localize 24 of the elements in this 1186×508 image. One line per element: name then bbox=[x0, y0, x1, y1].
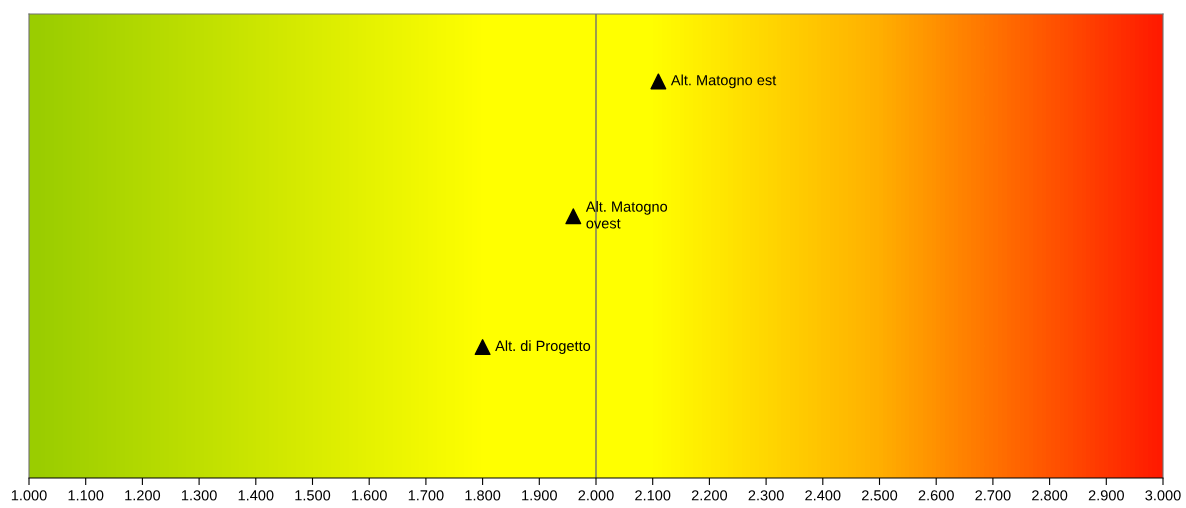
x-tick-label: 2.000 bbox=[578, 490, 614, 501]
annotation: Alt. di Progetto bbox=[495, 340, 591, 354]
x-tick-label: 1.700 bbox=[408, 490, 444, 501]
x-tick-label: 1.600 bbox=[352, 490, 387, 501]
x-tick-label: 2.300 bbox=[748, 490, 784, 501]
x-tick-label: 2.200 bbox=[691, 490, 728, 501]
x-tick-label: 1.200 bbox=[125, 490, 161, 501]
annotation: Alt. Matogno ovest bbox=[585, 201, 668, 229]
x-tick-label: 2.900 bbox=[1088, 490, 1124, 501]
x-tick-label: 1.400 bbox=[238, 490, 274, 501]
x-tick-label: 1.500 bbox=[295, 490, 331, 501]
x-tick-label: 2.400 bbox=[805, 490, 841, 501]
x-tick-label: 2.800 bbox=[1032, 490, 1068, 501]
x-tick-label: 1.000 bbox=[11, 490, 47, 501]
x-tick-label: 1.800 bbox=[465, 490, 501, 501]
x-tick-label: 2.100 bbox=[635, 490, 671, 501]
x-tick-label: 1.900 bbox=[522, 490, 557, 501]
x-tick-label: 3.000 bbox=[1145, 490, 1181, 501]
x-tick-label: 2.500 bbox=[861, 490, 898, 501]
x-tick-label: 2.600 bbox=[918, 490, 954, 501]
x-tick-label: 1.300 bbox=[181, 490, 217, 501]
x-tick-label: 2.700 bbox=[975, 490, 1011, 501]
x-tick-label: 1.100 bbox=[68, 490, 104, 501]
annotation: Alt. Matogno est bbox=[670, 74, 777, 89]
